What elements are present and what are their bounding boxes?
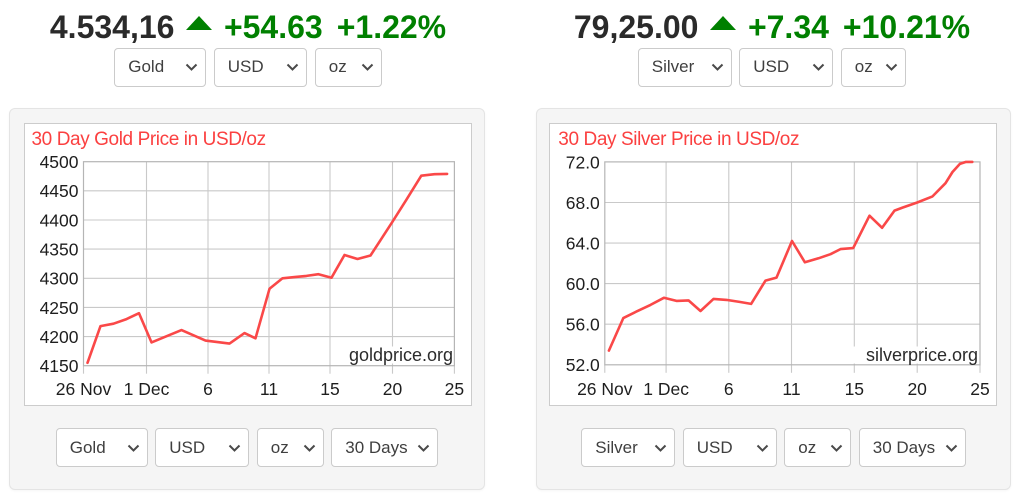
svg-text:25: 25 <box>970 379 989 399</box>
svg-text:6: 6 <box>724 379 734 399</box>
svg-text:20: 20 <box>907 379 927 399</box>
svg-text:goldprice.org: goldprice.org <box>349 345 453 365</box>
svg-text:26 Nov: 26 Nov <box>577 379 633 399</box>
svg-text:20: 20 <box>383 379 403 399</box>
svg-text:silverprice.org: silverprice.org <box>866 345 978 365</box>
svg-text:30 Day Silver Price in USD/oz: 30 Day Silver Price in USD/oz <box>558 129 799 150</box>
svg-text:6: 6 <box>203 379 213 399</box>
svg-text:68.0: 68.0 <box>566 193 600 213</box>
svg-text:72.0: 72.0 <box>566 152 600 172</box>
svg-text:15: 15 <box>845 379 864 399</box>
svg-text:4350: 4350 <box>40 239 79 259</box>
svg-text:4250: 4250 <box>40 297 79 317</box>
svg-text:4500: 4500 <box>40 152 79 172</box>
svg-text:56.0: 56.0 <box>566 314 600 334</box>
svg-text:64.0: 64.0 <box>566 233 600 253</box>
svg-text:11: 11 <box>260 379 278 399</box>
svg-text:1 Dec: 1 Dec <box>643 379 689 399</box>
svg-text:4400: 4400 <box>40 210 79 230</box>
svg-text:52.0: 52.0 <box>566 355 600 375</box>
svg-text:26 Nov: 26 Nov <box>56 379 112 399</box>
svg-text:60.0: 60.0 <box>566 274 600 294</box>
svg-text:4150: 4150 <box>40 356 79 376</box>
svg-text:30 Day Gold Price in USD/oz: 30 Day Gold Price in USD/oz <box>32 129 266 150</box>
svg-text:15: 15 <box>320 379 339 399</box>
svg-text:4450: 4450 <box>40 181 79 201</box>
svg-text:1 Dec: 1 Dec <box>124 379 170 399</box>
svg-text:4300: 4300 <box>40 268 79 288</box>
svg-text:25: 25 <box>445 379 464 399</box>
svg-text:11: 11 <box>782 379 800 399</box>
svg-text:4200: 4200 <box>40 327 79 347</box>
